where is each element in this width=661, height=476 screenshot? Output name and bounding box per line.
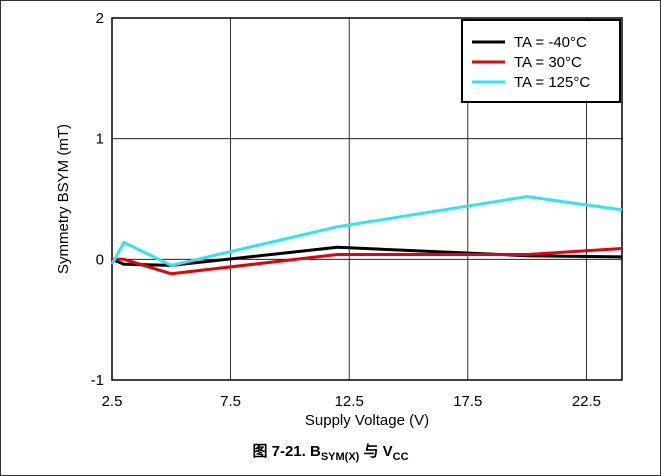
y-tick-label: 2 — [96, 10, 104, 27]
y-tick-label: -1 — [91, 372, 104, 389]
caption-prefix: 图 7-21. B — [252, 443, 321, 460]
caption-subscript-cc: CC — [392, 451, 409, 463]
series-line — [111, 245, 623, 267]
figure-caption: 图 7-21. BSYM(X) 与 VCC — [0, 440, 661, 463]
x-axis-label: Supply Voltage (V) — [305, 412, 429, 429]
y-tick-label: 1 — [96, 131, 104, 148]
caption-middle: 与 V — [359, 443, 393, 460]
chart: 2.5 7.5 12.5 17.5 22.5 -1 0 1 2 Supply Voltage … — [55, 10, 623, 429]
legend-label: TA = 30°C — [514, 54, 582, 71]
caption-subscript-sym: SYM(X) — [320, 451, 360, 463]
x-tick-label: 7.5 — [220, 393, 241, 410]
x-tick-label: 22.5 — [572, 393, 601, 410]
x-tick-label: 17.5 — [453, 393, 482, 410]
x-tick-label: 12.5 — [335, 393, 364, 410]
legend: TA = -40°C TA = 30°C TA = 125°C — [461, 19, 621, 103]
y-axis-label: Symmetry BSYM (mT) — [55, 124, 72, 274]
y-tick-labels: -1 0 1 2 — [91, 10, 104, 389]
series-line — [112, 247, 623, 276]
x-tick-label: 2.5 — [102, 393, 123, 410]
y-tick-label: 0 — [96, 251, 104, 268]
legend-label: TA = -40°C — [514, 34, 587, 51]
x-tick-labels: 2.5 7.5 12.5 17.5 22.5 — [102, 393, 601, 410]
plot-area — [111, 17, 623, 381]
legend-label: TA = 125°C — [514, 74, 590, 91]
series-line — [110, 195, 623, 267]
series-lines — [110, 195, 623, 276]
